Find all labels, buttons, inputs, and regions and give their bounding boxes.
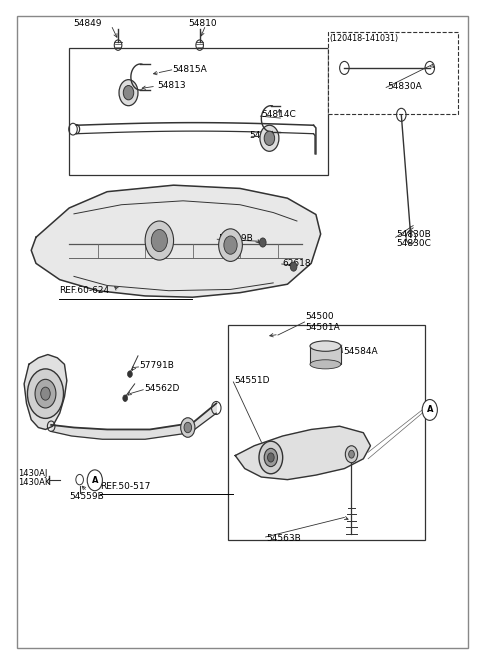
Polygon shape (235, 426, 371, 480)
Circle shape (119, 79, 138, 106)
Circle shape (260, 238, 266, 247)
Text: REF.50-517: REF.50-517 (100, 482, 150, 491)
Circle shape (35, 379, 56, 408)
Text: (120418-141031): (120418-141031) (329, 34, 398, 43)
Polygon shape (24, 355, 67, 430)
Circle shape (123, 85, 134, 100)
Circle shape (259, 442, 283, 474)
Circle shape (27, 369, 63, 419)
Text: 54551D: 54551D (234, 376, 270, 385)
Circle shape (264, 131, 275, 145)
Text: 54559B: 54559B (219, 234, 253, 243)
Text: 54813: 54813 (250, 131, 278, 140)
Circle shape (345, 445, 358, 463)
Text: 57791B: 57791B (139, 361, 174, 370)
Bar (228, 325, 425, 540)
Text: 54830B: 54830B (396, 229, 432, 238)
Text: 1430AJ: 1430AJ (18, 468, 48, 478)
Polygon shape (51, 403, 216, 440)
Text: 54813: 54813 (157, 81, 186, 90)
Text: REF.60-624: REF.60-624 (59, 286, 109, 295)
Circle shape (348, 450, 354, 458)
Text: 54562D: 54562D (144, 384, 180, 393)
Text: 54815A: 54815A (173, 65, 207, 74)
Circle shape (219, 229, 242, 261)
Text: 54814C: 54814C (261, 110, 296, 120)
Circle shape (151, 229, 168, 252)
Circle shape (260, 125, 279, 151)
Bar (310, 346, 341, 365)
Ellipse shape (310, 341, 341, 351)
Text: 54500: 54500 (305, 312, 334, 321)
Circle shape (184, 422, 192, 433)
Text: 62618: 62618 (283, 259, 312, 268)
Text: 54563B: 54563B (266, 533, 301, 543)
Circle shape (128, 371, 132, 377)
Circle shape (87, 470, 102, 491)
Circle shape (145, 221, 174, 260)
Text: 54584A: 54584A (343, 347, 378, 356)
Circle shape (267, 453, 274, 462)
Circle shape (264, 448, 277, 466)
Circle shape (422, 399, 437, 420)
Text: 54810: 54810 (188, 19, 216, 28)
Text: 54830A: 54830A (387, 81, 422, 91)
Bar (69, 49, 328, 175)
Text: 54559B: 54559B (69, 492, 104, 501)
Text: 54849: 54849 (73, 19, 101, 28)
Bar (328, 32, 458, 114)
Circle shape (224, 236, 237, 254)
Circle shape (290, 262, 297, 271)
Text: A: A (427, 405, 433, 415)
Ellipse shape (310, 360, 341, 369)
Text: 54830C: 54830C (396, 239, 432, 248)
Polygon shape (31, 185, 321, 297)
Text: A: A (92, 476, 98, 485)
Circle shape (123, 395, 128, 401)
Text: 54501A: 54501A (305, 323, 340, 332)
Circle shape (180, 418, 195, 438)
Circle shape (41, 387, 50, 400)
Text: 1430AK: 1430AK (18, 478, 51, 487)
